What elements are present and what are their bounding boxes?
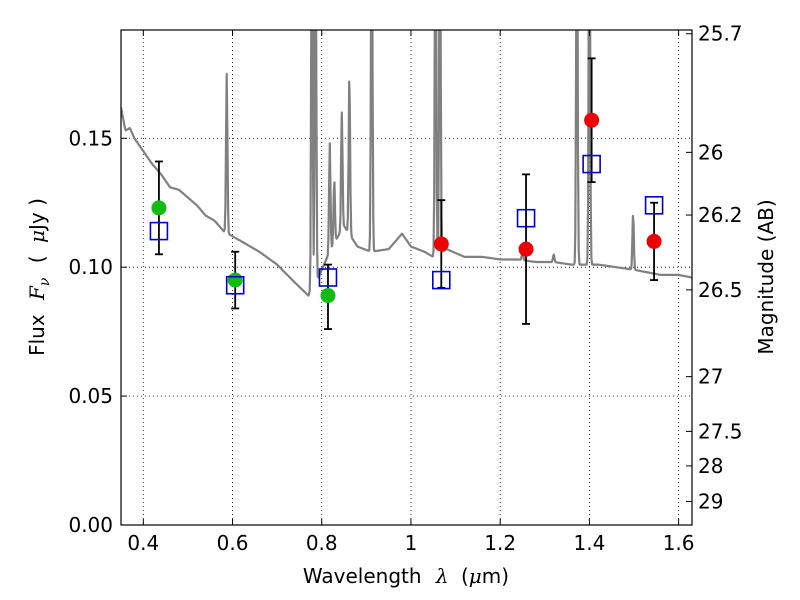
model-spectrum [121,30,692,297]
y-tick-label-1: 0.05 [68,384,113,408]
x-axis-title-unit-rest: m) [482,564,509,588]
y2-tick-label-0: 25.7 [698,22,743,46]
plot-frame [120,29,693,526]
x-axis-title-unit-symbol: μ [469,564,482,588]
y-axis-title-unit-symbol: μ [25,230,49,243]
observed-point-1-2 [584,112,600,128]
model-point-5 [582,154,601,174]
observed-point-0-1 [227,272,243,288]
y2-tick-label-7: 29 [698,489,723,513]
observed-point-0-2 [320,288,336,304]
x-axis-title-open: ( [461,564,469,588]
y2-tick-label-4: 27 [698,365,723,389]
model-point-3 [431,270,451,290]
y2-tick-label-1: 26 [698,140,723,164]
x-axis-title-prefix: Wavelength [303,564,422,588]
data-markers [149,112,664,304]
y2-tick-label-3: 26.5 [698,278,743,302]
model-point-2 [318,268,338,287]
plot-background [121,30,692,525]
observed-point-1-3 [646,233,662,249]
x-tick-label-1: 0.6 [217,531,249,555]
model-point-6 [644,196,664,215]
x-tick-label-2: 0.8 [306,531,338,555]
y-tick-label-3: 0.15 [68,126,113,150]
observed-point-0-0 [151,200,167,216]
model-point-0 [149,221,169,241]
x-tick-label-3: 1 [405,531,418,555]
x-tick-label-5: 1.4 [573,531,605,555]
y-tick-label-2: 0.10 [68,255,113,279]
axis-ticks: 0.4 0.6 0.8 1 1.2 1.4 1.6 0.00 0.05 0.10 0.15 25.7 2… [68,22,742,555]
y-tick-label-0: 0.00 [68,513,113,537]
x-tick-label-4: 1.2 [484,531,516,555]
y-axis-title-prefix: Flux [25,314,49,356]
y2-tick-label-6: 28 [698,454,723,478]
x-tick-label-0: 0.4 [127,531,159,555]
y2-tick-label-5: 27.5 [698,419,743,443]
y-axis-title-open: ( [25,255,49,263]
y-axis-title-unit-rest: Jy ) [25,198,49,232]
x-axis-title-symbol: λ [435,564,449,588]
x-tick-label-6: 1.6 [663,531,695,555]
y-axis-title-subscript: ν [37,277,53,286]
x-axis-title: Wavelength λ (μm) [303,564,509,588]
model-point-4 [516,208,536,228]
y-axis-title-symbol: F [25,285,49,301]
observed-point-1-1 [518,241,534,257]
y2-axis-title: Magnitude (AB) [754,199,778,354]
observed-point-1-0 [433,236,449,252]
grid-lines [121,30,692,525]
y2-tick-label-2: 26.2 [698,203,743,227]
spectrum-line [121,30,692,297]
model-point-1 [225,275,245,295]
y-axis-title: Flux Fν ( μJy ) [25,198,54,356]
